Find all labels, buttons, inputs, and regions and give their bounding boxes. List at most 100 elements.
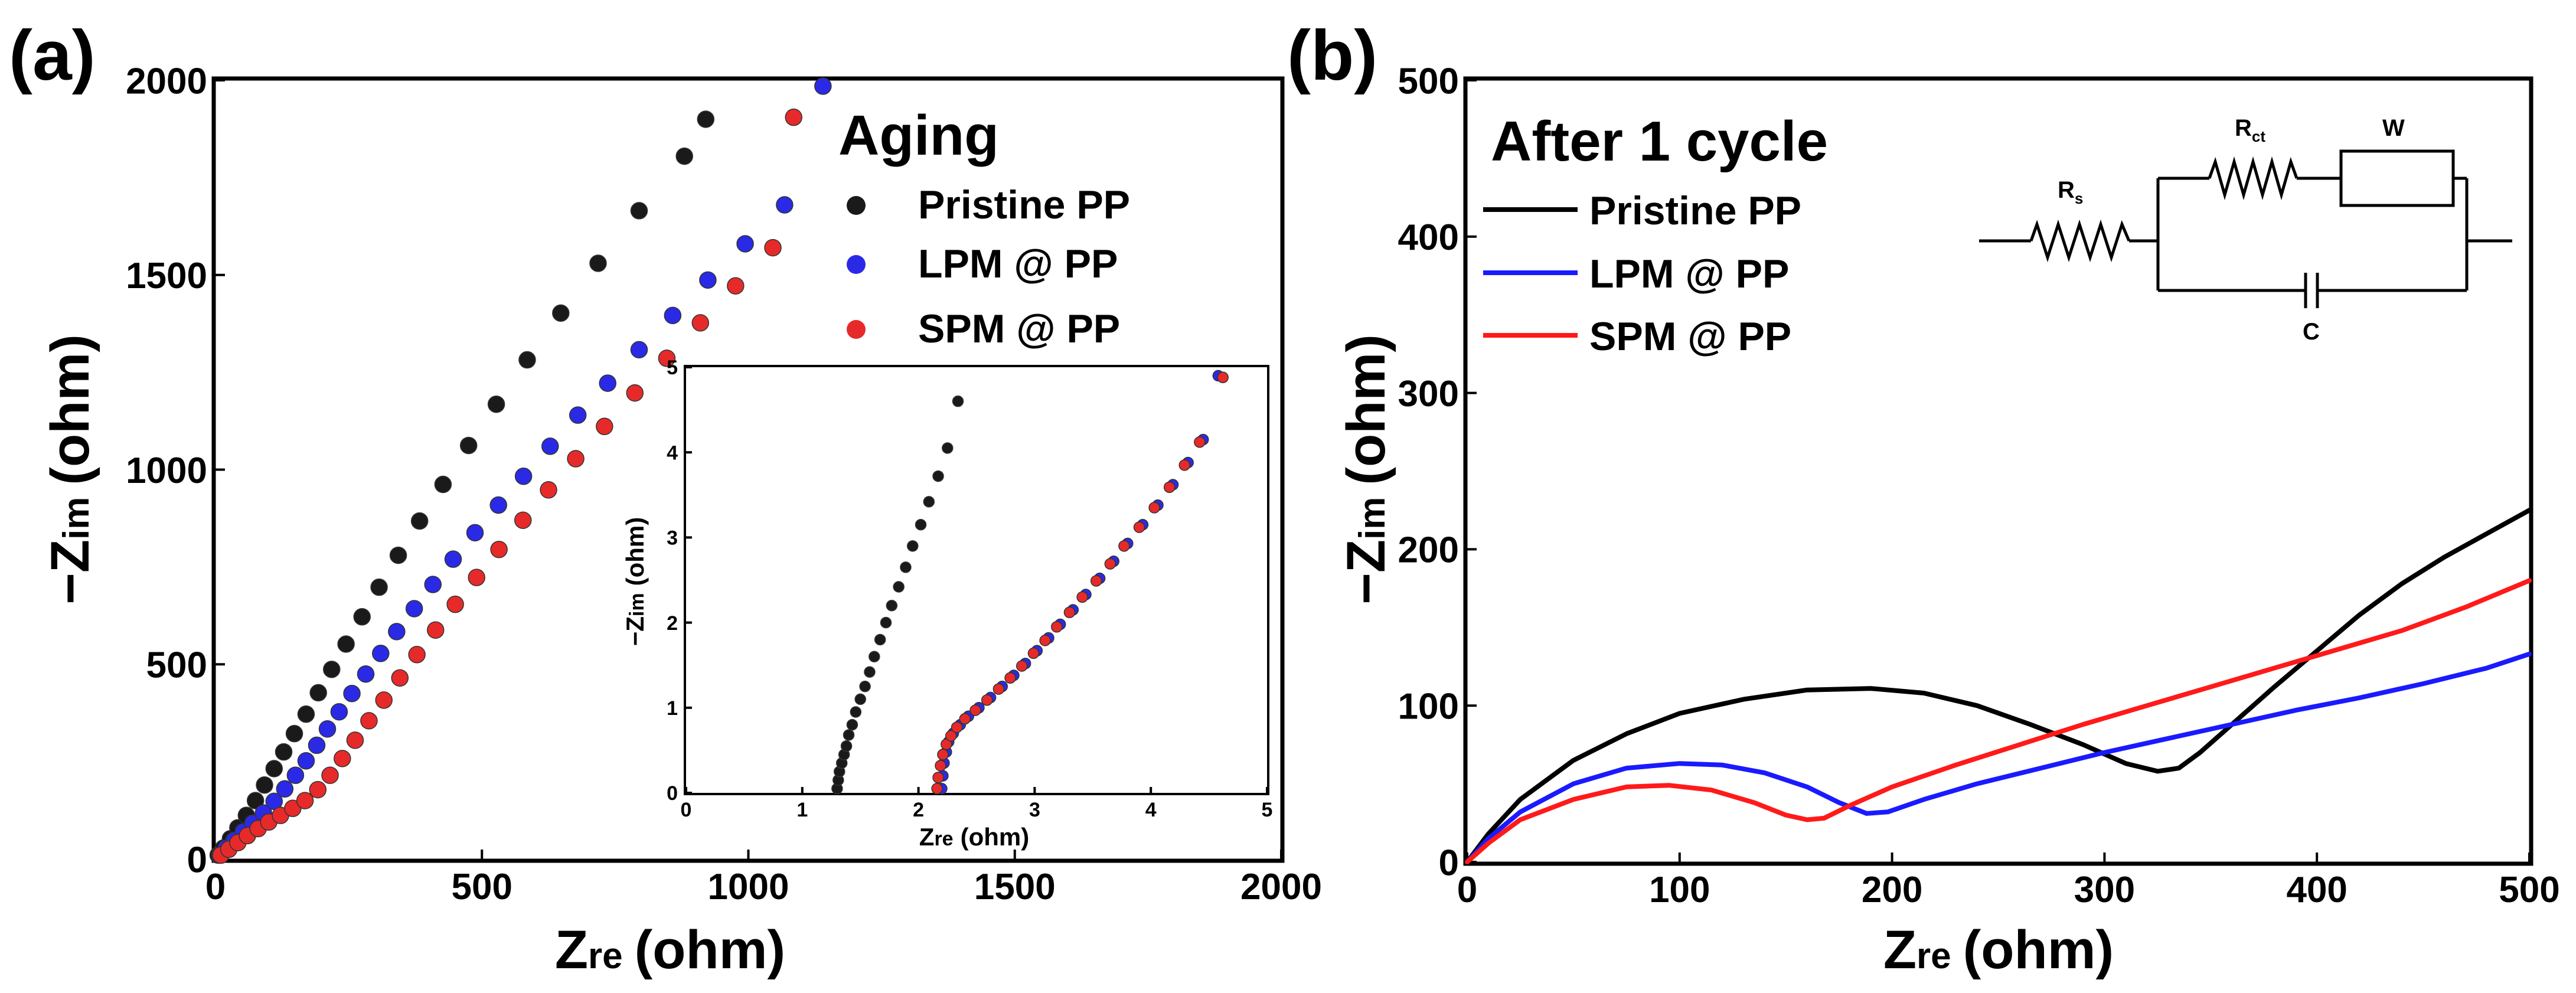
inset-point-pristine-pp: [932, 470, 944, 482]
panel-a-point-lpm-pp: [814, 77, 832, 95]
panel-a-x-axis-unit: (ohm): [635, 920, 785, 980]
panel-a-point-lpm-pp: [297, 752, 315, 770]
inset-y-axis-subscript: im: [626, 593, 648, 616]
panel-a-point-spm-pp: [658, 349, 676, 367]
panel-a-x-tick-label: 1500: [974, 867, 1056, 907]
panel-a-point-spm-pp: [514, 511, 532, 529]
panel-a-point-lpm-pp: [444, 550, 462, 568]
circuit-label-w: W: [2382, 115, 2405, 141]
inset-frame: [684, 365, 1269, 795]
inset-point-pristine-pp: [850, 706, 862, 718]
panel-b-legend-label-spm: SPM @ PP: [1589, 314, 1791, 359]
inset-point-pristine-pp: [952, 395, 964, 407]
inset-y-axis-unit: (ohm): [621, 517, 649, 586]
panel-a-point-spm-pp: [296, 792, 314, 809]
circuit-label-rct: Rct: [2235, 115, 2265, 145]
inset-point-pristine-pp: [864, 666, 876, 678]
panel-a-point-pristine-pp: [285, 724, 303, 743]
circuit-resistor-rs: [2029, 219, 2131, 263]
inset-point-pristine-pp: [942, 442, 954, 454]
panel-a-point-pristine-pp: [256, 776, 273, 794]
panel-a-point-spm-pp: [391, 669, 409, 687]
panel-a-point-spm-pp: [727, 277, 745, 295]
panel-a-point-lpm-pp: [372, 645, 390, 662]
inset-y-tick-label: 2: [667, 612, 678, 635]
panel-b-y-axis-title: −Zim (ohm): [1336, 334, 1396, 605]
panel-a-legend-marker-spm: [847, 320, 866, 339]
panel-b-x-axis-letter: Z: [1883, 920, 1917, 980]
panel-a-x-tick-label: 0: [205, 867, 226, 907]
panel-a-point-spm-pp: [408, 646, 426, 664]
inset-point-spm-pp: [1133, 521, 1145, 533]
inset-point-pristine-pp: [907, 540, 919, 552]
inset-x-axis-letter: Z: [919, 823, 935, 851]
inset-point-pristine-pp: [900, 561, 912, 573]
panel-a-point-pristine-pp: [630, 202, 648, 220]
panel-a-point-spm-pp: [785, 108, 802, 126]
inset-x-tick-label: 3: [1029, 799, 1040, 821]
panel-b-y-tick-label: 300: [1398, 374, 1459, 414]
inset-point-spm-pp: [1163, 481, 1176, 494]
panel-a-point-spm-pp: [346, 731, 364, 749]
inset-x-axis-title: Zre (ohm): [919, 823, 1029, 851]
inset-x-axis-subscript: re: [934, 828, 953, 850]
circuit-label-rct-main: R: [2235, 115, 2252, 141]
inset-point-spm-pp: [935, 760, 946, 772]
panel-a-point-spm-pp: [691, 314, 710, 332]
panel-a-y-axis-letter: −Z: [40, 540, 100, 605]
inset-point-spm-pp: [992, 683, 1005, 695]
inset-point-pristine-pp: [859, 681, 871, 693]
panel-a-x-tick-label: 2000: [1240, 867, 1322, 907]
inset-point-pristine-pp: [846, 718, 858, 731]
circuit-label-rct-sub: ct: [2252, 128, 2265, 145]
inset-point-spm-pp: [981, 694, 993, 706]
panel-a-point-pristine-pp: [389, 546, 407, 564]
panel-a-point-lpm-pp: [308, 736, 326, 754]
inset-y-tick-label: 4: [667, 442, 678, 464]
inset-point-spm-pp: [959, 713, 971, 725]
inset-point-pristine-pp: [869, 651, 880, 663]
panel-b-y-tick-label: 500: [1398, 61, 1459, 102]
panel-b-x-axis-unit: (ohm): [1963, 920, 2114, 980]
panel-a-point-pristine-pp: [322, 661, 341, 678]
panel-a-point-pristine-pp: [487, 395, 505, 413]
panel-b-tag: (b): [1287, 16, 1377, 95]
inset-point-spm-pp: [1118, 540, 1130, 552]
inset-y-tick-label: 3: [667, 527, 678, 550]
panel-a-point-spm-pp: [334, 750, 351, 767]
panel-a-point-lpm-pp: [736, 235, 754, 253]
panel-a-point-lpm-pp: [388, 623, 406, 641]
panel-a-legend-marker-lpm: [847, 255, 866, 274]
inset-point-spm-pp: [1039, 635, 1051, 646]
panel-a-point-spm-pp: [321, 766, 339, 784]
panel-a-point-spm-pp: [626, 384, 644, 402]
panel-b-legend-label-lpm: LPM @ PP: [1589, 251, 1789, 296]
panel-a-tag: (a): [9, 16, 96, 95]
panel-a-point-pristine-pp: [246, 792, 265, 809]
panel-a-point-pristine-pp: [370, 578, 388, 596]
inset-y-tick-label: 1: [667, 697, 678, 720]
panel-b-x-tick-label: 200: [1862, 870, 1922, 910]
inset-point-pristine-pp: [880, 616, 892, 629]
inset-point-spm-pp: [931, 783, 943, 795]
panel-b-x-ticks: 0 100 200 300 400 500: [1457, 852, 2560, 910]
panel-a-point-lpm-pp: [664, 306, 682, 325]
panel-a-point-pristine-pp: [309, 684, 327, 702]
inset-point-pristine-pp: [840, 740, 853, 752]
inset-x-tick-label: 0: [681, 799, 692, 821]
inset-point-spm-pp: [1004, 672, 1016, 684]
inset-y-ticks: 0 1 2 3 4 5: [667, 357, 692, 805]
panel-a-point-lpm-pp: [541, 437, 559, 455]
panel-a-x-axis-letter: Z: [555, 920, 588, 980]
panel-a-point-spm-pp: [446, 595, 464, 613]
inset-point-spm-pp: [1027, 647, 1040, 659]
inset-point-spm-pp: [951, 721, 963, 733]
panel-a-x-ticks: 0 500 1000 1500 2000: [205, 850, 1322, 907]
panel-a-point-pristine-pp: [518, 351, 536, 369]
panel-a-legend-marker-pristine: [847, 196, 866, 215]
panel-a-point-spm-pp: [284, 799, 302, 818]
panel-b-y-tick-label: 400: [1398, 217, 1459, 258]
panel-b-y-tick-label: 200: [1398, 530, 1459, 571]
panel-a-y-tick-label: 500: [146, 645, 207, 686]
